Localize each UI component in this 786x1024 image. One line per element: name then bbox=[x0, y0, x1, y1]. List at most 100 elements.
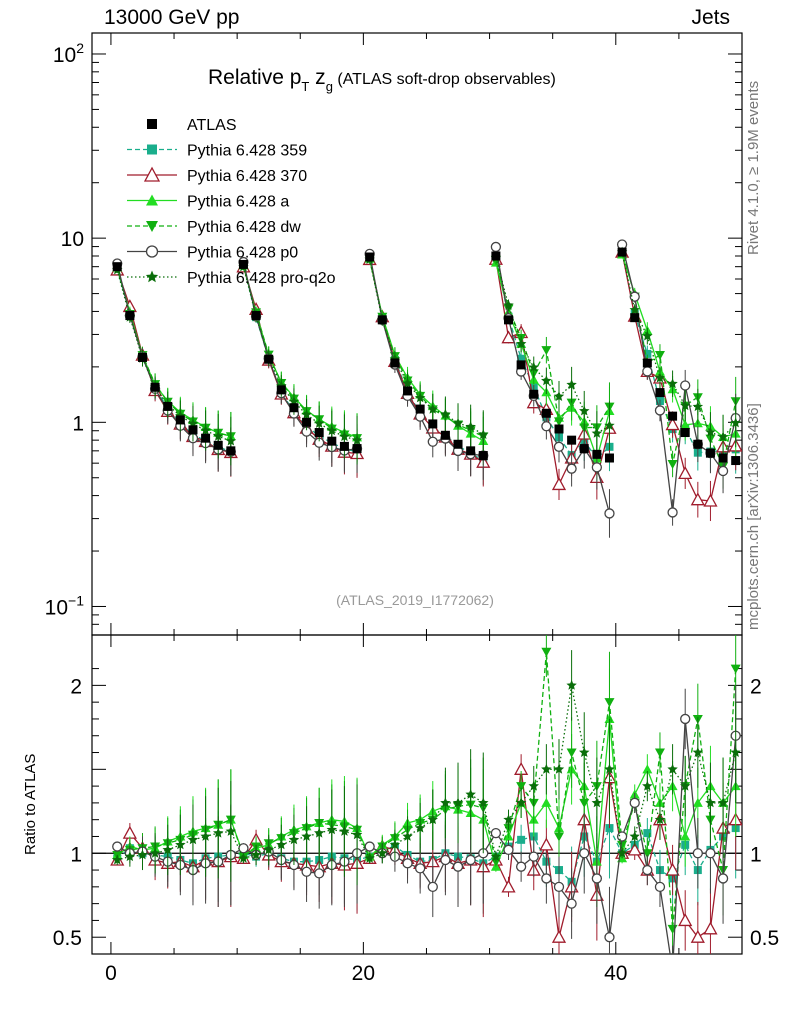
series-5-main-point bbox=[642, 330, 653, 341]
y-tick-label: 102 bbox=[53, 40, 84, 67]
atlas-data-point bbox=[302, 417, 312, 427]
atlas-data-point bbox=[668, 411, 678, 421]
series-3-ratio-point bbox=[553, 832, 564, 842]
series-3-ratio-point bbox=[667, 924, 678, 934]
series-5-ratio-point bbox=[112, 854, 123, 865]
series-3-main-line bbox=[369, 259, 484, 437]
series-0-ratio-point bbox=[643, 829, 652, 838]
series-4-ratio-point bbox=[427, 881, 438, 892]
legend-marker bbox=[146, 194, 158, 206]
series-2-main-line bbox=[116, 267, 231, 437]
atlas-data-point bbox=[642, 358, 652, 368]
atlas-data-point bbox=[617, 247, 627, 257]
series-1-main-point bbox=[678, 466, 693, 480]
series-4-main-point bbox=[604, 508, 615, 519]
series-3-ratio-point bbox=[566, 748, 577, 758]
ratio-series-group bbox=[110, 635, 742, 975]
series-3-main-point bbox=[541, 346, 552, 356]
series-5-ratio-point bbox=[566, 679, 577, 690]
series-5-main-point bbox=[680, 400, 691, 411]
series-5-main-point bbox=[301, 409, 312, 420]
series-5-ratio-point bbox=[515, 797, 527, 808]
series-1-main-point bbox=[690, 492, 705, 506]
series-5-ratio-point bbox=[680, 780, 691, 791]
series-4-ratio-point bbox=[717, 873, 729, 884]
series-4-ratio-point bbox=[402, 858, 413, 869]
series-3-ratio-point bbox=[642, 849, 653, 859]
atlas-data-point bbox=[137, 352, 147, 362]
series-4-ratio-point bbox=[553, 881, 565, 892]
atlas-data-point bbox=[428, 419, 438, 429]
series-5-main-point bbox=[705, 426, 716, 437]
series-5-main-point bbox=[730, 417, 741, 428]
atlas-data-point bbox=[390, 358, 400, 368]
series-2-ratio-point bbox=[692, 797, 703, 807]
series-3-ratio-point bbox=[516, 782, 527, 792]
series-3-ratio-point bbox=[541, 647, 552, 657]
series-5-main-point bbox=[351, 434, 363, 445]
ratio-tick-label-right: 2 bbox=[750, 675, 762, 698]
series-3-ratio-point bbox=[604, 698, 615, 708]
series-4-ratio-point bbox=[541, 873, 552, 884]
series-4-ratio-point bbox=[616, 831, 628, 842]
atlas-data-point bbox=[112, 262, 122, 272]
series-5-ratio-point bbox=[238, 852, 249, 863]
legend-marker bbox=[147, 144, 157, 155]
x-tick-label: 0 bbox=[105, 962, 117, 985]
series-3-ratio-point bbox=[730, 664, 741, 674]
chart-title: Relative pT zg (ATLAS soft-drop observab… bbox=[208, 66, 556, 94]
series-5-ratio-point bbox=[604, 763, 615, 774]
series-4-ratio-point bbox=[668, 966, 677, 975]
series-2-main-line bbox=[242, 265, 358, 439]
series-5-main-point bbox=[591, 427, 603, 438]
series-4-main-point bbox=[490, 241, 502, 253]
series-4-ratio-line bbox=[116, 718, 737, 954]
series-5-ratio-point bbox=[591, 797, 603, 808]
series-5-ratio-point bbox=[339, 825, 350, 836]
series-1-main-point bbox=[501, 330, 516, 344]
series-5-main-point bbox=[326, 425, 337, 436]
series-0-main-line bbox=[495, 257, 610, 460]
series-5-ratio-point bbox=[402, 831, 413, 841]
series-4-main-point bbox=[717, 465, 729, 477]
series-2-ratio-point bbox=[541, 797, 552, 807]
series-4-main-line bbox=[242, 261, 358, 452]
atlas-data-point bbox=[125, 311, 135, 321]
legend-label: Pythia 6.428 359 bbox=[187, 143, 307, 160]
legend-label: Pythia 6.428 p0 bbox=[187, 245, 298, 262]
series-1-ratio-point bbox=[122, 825, 137, 839]
series-4-ratio-point bbox=[314, 868, 325, 879]
series-4-main-point bbox=[680, 380, 691, 391]
atlas-data-point bbox=[377, 315, 387, 325]
series-5-main-point bbox=[225, 435, 237, 446]
series-3-main-point bbox=[553, 417, 564, 427]
atlas-data-point bbox=[529, 389, 539, 399]
series-5-ratio-point bbox=[452, 797, 464, 808]
series-4-main-point bbox=[427, 436, 438, 447]
analysis-label: (ATLAS_2019_I1772062) bbox=[336, 592, 494, 608]
series-4-main-point bbox=[566, 463, 577, 474]
atlas-data-point bbox=[516, 360, 526, 370]
series-4-ratio-point bbox=[705, 848, 716, 859]
series-5-ratio-point bbox=[440, 797, 451, 808]
series-3-ratio-point bbox=[579, 798, 590, 808]
series-5-main-point bbox=[452, 417, 464, 428]
series-5-ratio-point bbox=[149, 847, 161, 858]
series-1-ratio-point bbox=[690, 929, 705, 943]
atlas-data-point bbox=[604, 453, 614, 463]
series-1-ratio-point bbox=[627, 842, 642, 856]
series-2-ratio-point bbox=[680, 831, 691, 841]
series-4-main-line bbox=[116, 263, 231, 453]
series-5-main-point bbox=[717, 431, 729, 442]
atlas-data-point bbox=[718, 453, 728, 463]
ratio-tick-label: 2 bbox=[70, 675, 82, 698]
series-5-ratio-point bbox=[730, 747, 741, 757]
series-1-main-point bbox=[665, 417, 680, 431]
series-1-ratio-point bbox=[703, 921, 718, 935]
series-5-ratio-point bbox=[175, 839, 186, 850]
series-4-main-line bbox=[495, 246, 611, 514]
atlas-data-point bbox=[415, 404, 425, 414]
series-5-ratio-point bbox=[705, 797, 716, 808]
atlas-data-point bbox=[478, 451, 488, 461]
